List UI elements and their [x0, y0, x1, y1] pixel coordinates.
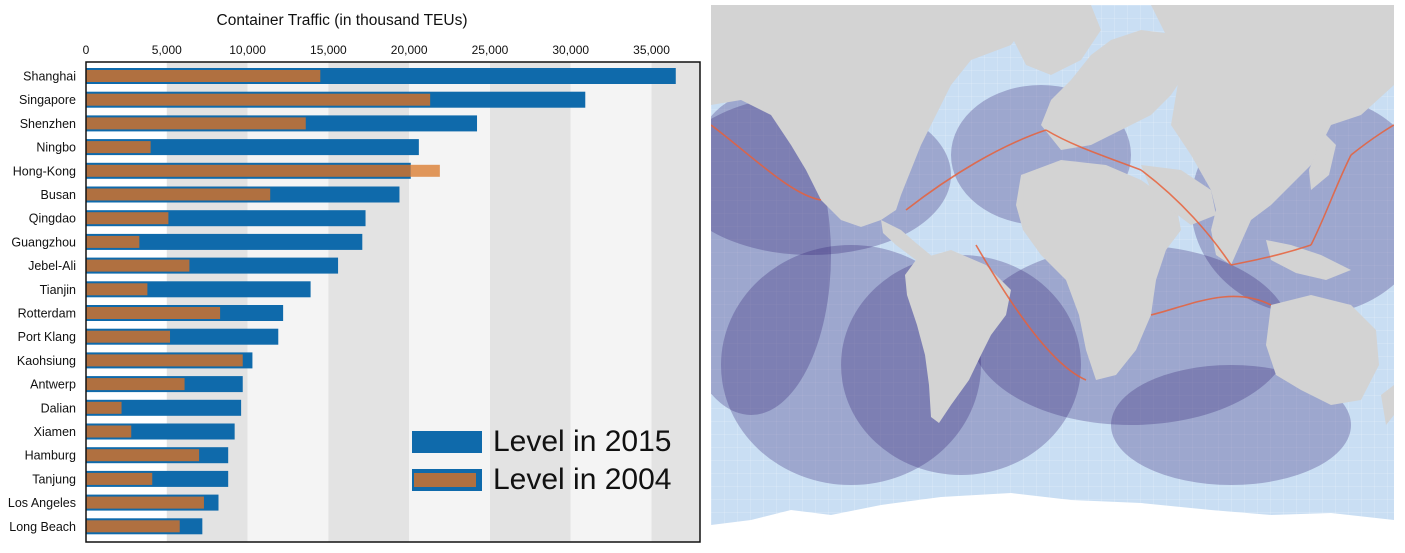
x-tick-label: 5,000 — [152, 43, 182, 57]
grid-band — [489, 62, 571, 542]
landmass-africa — [1016, 160, 1181, 380]
bar-2004 — [86, 283, 148, 296]
landmass-greenland — [1011, 5, 1101, 75]
bar-2004 — [86, 330, 171, 343]
bar-2004 — [86, 354, 243, 367]
category-label: Kaohsiung — [17, 354, 76, 368]
bar-2004 — [86, 472, 153, 485]
shipping-route — [905, 129, 1047, 211]
bar-2004 — [86, 520, 180, 533]
grid-band — [409, 62, 490, 542]
landmass-asia — [1151, 5, 1394, 265]
shipping-route — [1140, 169, 1232, 266]
bar-2004 — [86, 70, 321, 82]
traffic-density-area — [711, 95, 831, 415]
bar-2004 — [86, 212, 169, 225]
x-tick-label: 15,000 — [310, 43, 347, 57]
category-label: Shenzhen — [20, 117, 76, 131]
landmass-south-america — [905, 250, 1011, 423]
x-tick-label: 30,000 — [552, 43, 589, 57]
category-label: Guangzhou — [11, 235, 76, 249]
traffic-density-area — [1111, 365, 1351, 485]
category-label: Hong-Kong — [13, 164, 76, 178]
x-tick-label: 35,000 — [633, 43, 670, 57]
category-label: Los Angeles — [8, 496, 76, 510]
category-label: Xiamen — [34, 425, 76, 439]
grid-band — [328, 62, 410, 542]
plot-frame — [85, 61, 701, 543]
chart-canvas: Container Traffic (in thousand TEUs) 0 5,… — [8, 12, 701, 543]
x-axis-ticks: 0 5,000 10,000 15,000 20,000 25,000 30,000 35,0… — [83, 43, 671, 57]
bar-2004 — [86, 164, 411, 177]
continents — [711, 5, 1394, 548]
bar-series — [86, 68, 676, 535]
bar-2004 — [86, 235, 140, 248]
shipping-route — [1310, 154, 1352, 246]
shipping-route — [1230, 244, 1312, 266]
category-label: Qingdao — [29, 212, 76, 226]
grid-band — [570, 62, 652, 542]
category-label: Long Beach — [9, 520, 76, 534]
bar-2015 — [86, 233, 363, 250]
bar-2004 — [86, 449, 200, 462]
landmass-arabia — [1141, 165, 1216, 225]
x-tick-label: 20,000 — [391, 43, 428, 57]
category-label: Ningbo — [36, 141, 76, 155]
bar-2004 — [86, 188, 271, 201]
major-shipping-routes — [711, 124, 1394, 381]
landmass-japan — [1309, 130, 1336, 190]
grid-band — [86, 62, 167, 542]
bar-2015 — [86, 399, 242, 416]
legend-label-2015: Level in 2015 — [493, 425, 671, 458]
bar-2004 — [86, 93, 431, 106]
shipping-route — [1045, 129, 1142, 171]
bar-2015 — [86, 139, 419, 156]
landmass-australia — [1266, 295, 1379, 405]
category-labels: Shanghai Singapore Shenzhen Ningbo Hong-Kong… — [8, 70, 76, 534]
x-tick-label: 10,000 — [229, 43, 266, 57]
category-label: Rotterdam — [18, 307, 76, 321]
category-label: Port Klang — [18, 330, 76, 344]
legend-swatch-2004 — [414, 473, 476, 487]
category-label: Tanjung — [32, 472, 76, 486]
grid-band — [247, 62, 329, 542]
grid-band — [651, 62, 700, 542]
bar-2004 — [86, 141, 151, 154]
bar-2004 — [86, 307, 221, 319]
landmass-southeast-asia — [1266, 240, 1351, 280]
x-tick-label: 25,000 — [472, 43, 509, 57]
legend-label-2004: Level in 2004 — [493, 463, 671, 496]
category-label: Hamburg — [25, 449, 76, 463]
bar-2004 — [86, 496, 204, 509]
category-label: Shanghai — [23, 70, 76, 84]
category-label: Dalian — [41, 401, 76, 415]
legend-swatch-2015 — [412, 431, 482, 453]
bar-2004 — [86, 401, 122, 414]
shipping-traffic-map — [711, 5, 1394, 548]
landmass-europe — [1041, 30, 1191, 150]
shipping-route — [1350, 124, 1394, 156]
category-label: Busan — [41, 188, 76, 202]
category-label: Singapore — [19, 93, 76, 107]
container-traffic-chart: Container Traffic (in thousand TEUs) 0 5,… — [8, 12, 701, 543]
category-label: Jebel-Ali — [28, 259, 76, 273]
landmass-north-america — [711, 5, 1041, 227]
shipping-route — [1150, 295, 1272, 316]
category-label: Antwerp — [30, 378, 76, 392]
bar-2004 — [86, 259, 190, 272]
shipping-route — [975, 244, 1087, 381]
bar-2004-excess — [410, 164, 440, 177]
landmass-antarctica — [711, 493, 1394, 548]
map-canvas — [711, 5, 1394, 548]
bar-2004 — [86, 378, 185, 391]
grid-band — [166, 62, 248, 542]
chart-title: Container Traffic (in thousand TEUs) — [217, 12, 468, 29]
chart-legend: Level in 2015 Level in 2004 — [412, 425, 671, 496]
category-label: Tianjin — [40, 283, 76, 297]
shipping-route — [711, 124, 822, 201]
bar-2004 — [86, 117, 306, 130]
landmass-new-zealand — [1381, 385, 1394, 425]
x-tick-label: 0 — [83, 43, 90, 57]
bar-2004 — [86, 425, 132, 438]
